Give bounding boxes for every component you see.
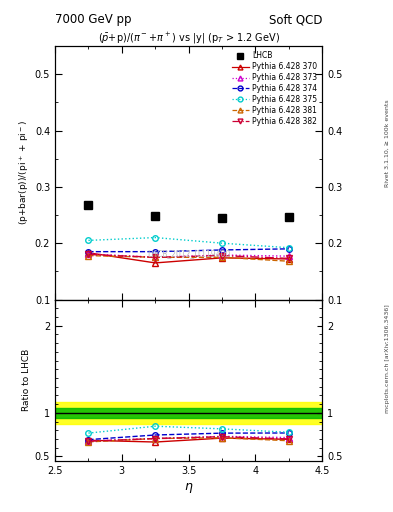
Text: 7000 GeV pp: 7000 GeV pp bbox=[55, 13, 132, 26]
Text: Rivet 3.1.10, ≥ 100k events: Rivet 3.1.10, ≥ 100k events bbox=[385, 99, 389, 187]
Pythia 6.428 375 bbox=[153, 234, 158, 241]
Y-axis label: Ratio to LHCB: Ratio to LHCB bbox=[22, 349, 31, 411]
Line: Pythia 6.428 375: Pythia 6.428 375 bbox=[86, 235, 292, 250]
Pythia 6.428 374 bbox=[153, 249, 158, 255]
Bar bbox=[55, 401, 322, 424]
Text: mcplots.cern.ch [arXiv:1306.3436]: mcplots.cern.ch [arXiv:1306.3436] bbox=[385, 304, 389, 413]
Pythia 6.428 373 bbox=[220, 252, 224, 258]
Title: ($\bar{p}$+p)/($\pi^-$+$\pi^+$) vs |y| (p$_T$ > 1.2 GeV): ($\bar{p}$+p)/($\pi^-$+$\pi^+$) vs |y| (… bbox=[97, 31, 280, 46]
Line: Pythia 6.428 382: Pythia 6.428 382 bbox=[86, 252, 292, 261]
Pythia 6.428 374 bbox=[286, 246, 291, 252]
Pythia 6.428 381 bbox=[153, 254, 158, 261]
Line: Pythia 6.428 381: Pythia 6.428 381 bbox=[86, 253, 292, 264]
Line: Pythia 6.428 374: Pythia 6.428 374 bbox=[86, 246, 292, 254]
Pythia 6.428 382 bbox=[220, 252, 224, 259]
Pythia 6.428 370 bbox=[86, 250, 91, 256]
Pythia 6.428 382 bbox=[153, 254, 158, 261]
Pythia 6.428 370 bbox=[153, 260, 158, 266]
Y-axis label: (p+bar(p))/(pi$^+$ + pi$^-$): (p+bar(p))/(pi$^+$ + pi$^-$) bbox=[17, 120, 31, 225]
Line: Pythia 6.428 370: Pythia 6.428 370 bbox=[86, 250, 292, 266]
Pythia 6.428 381 bbox=[286, 258, 291, 264]
Pythia 6.428 382 bbox=[86, 251, 91, 258]
Pythia 6.428 382 bbox=[286, 255, 291, 262]
Pythia 6.428 370 bbox=[286, 256, 291, 262]
Text: Soft QCD: Soft QCD bbox=[269, 13, 322, 26]
Line: LHCB: LHCB bbox=[84, 201, 293, 222]
LHCB bbox=[220, 215, 224, 221]
LHCB bbox=[86, 202, 91, 208]
Line: Pythia 6.428 373: Pythia 6.428 373 bbox=[86, 251, 292, 260]
X-axis label: $\eta$: $\eta$ bbox=[184, 481, 193, 495]
Bar bbox=[55, 408, 322, 418]
Pythia 6.428 375 bbox=[286, 245, 291, 251]
Pythia 6.428 373 bbox=[286, 253, 291, 259]
Legend: LHCB, Pythia 6.428 370, Pythia 6.428 373, Pythia 6.428 374, Pythia 6.428 375, Py: LHCB, Pythia 6.428 370, Pythia 6.428 373… bbox=[230, 50, 318, 127]
Text: LHCB_2012_I1119400: LHCB_2012_I1119400 bbox=[147, 249, 230, 259]
Pythia 6.428 373 bbox=[86, 251, 91, 257]
LHCB bbox=[153, 213, 158, 219]
Pythia 6.428 370 bbox=[220, 255, 224, 261]
Pythia 6.428 375 bbox=[86, 238, 91, 244]
Pythia 6.428 381 bbox=[220, 254, 224, 261]
Pythia 6.428 374 bbox=[220, 247, 224, 253]
Pythia 6.428 375 bbox=[220, 240, 224, 246]
LHCB bbox=[286, 214, 291, 220]
Pythia 6.428 374 bbox=[86, 249, 91, 255]
Pythia 6.428 381 bbox=[86, 252, 91, 259]
Pythia 6.428 373 bbox=[153, 254, 158, 261]
